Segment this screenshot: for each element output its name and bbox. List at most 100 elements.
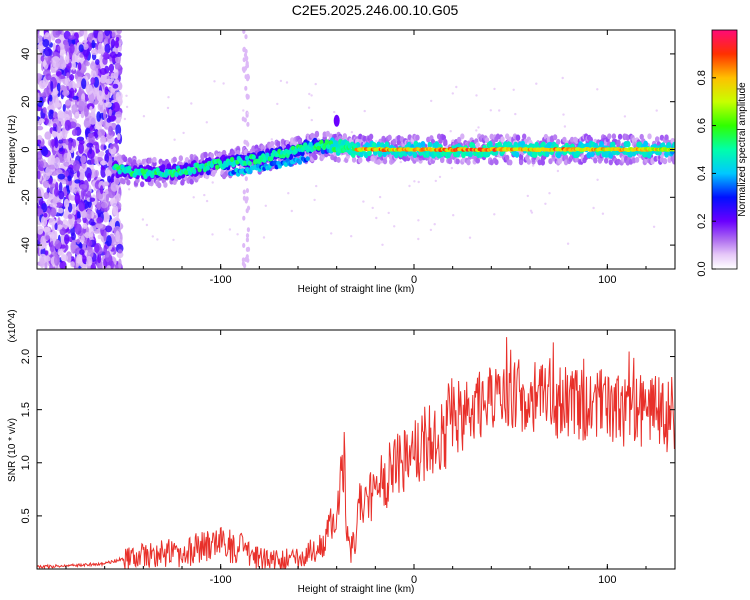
sparse-dot: [592, 206, 595, 210]
ridge-halo: [123, 156, 128, 163]
sparse-dot: [493, 213, 496, 216]
ridge-halo: [569, 136, 575, 143]
noise-blob: [95, 142, 100, 152]
sparse-dot: [246, 112, 250, 115]
sparse-dot: [493, 87, 496, 91]
sparse-dot: [417, 180, 420, 184]
ridge-halo: [557, 158, 562, 165]
noise-blob: [76, 170, 80, 178]
noise-blob: [90, 62, 97, 70]
snr-line-data: [37, 337, 675, 569]
noise-blob: [95, 59, 100, 65]
noise-blob: [97, 128, 106, 138]
ridge-halo: [616, 139, 621, 146]
sparse-dot: [173, 138, 176, 141]
noise-blob: [71, 60, 76, 71]
noise-blob: [90, 77, 95, 85]
colorbar: 0.0 0.2 0.4 0.6 0.8 Normalized spectral ampli…: [696, 29, 748, 277]
ridge-halo: [115, 178, 120, 185]
x-tick-label: 0: [411, 274, 417, 286]
noise-blob: [86, 172, 92, 182]
ridge-core: [174, 171, 179, 177]
streak-blob: [246, 76, 250, 82]
noise-blob: [37, 54, 42, 64]
ridge-halo: [556, 138, 561, 145]
colorbar-label: Normalized spectral amplitude: [737, 82, 748, 217]
spectrogram-x-axis-title: Height of straight line (km): [298, 284, 415, 295]
ridge-halo: [126, 179, 131, 186]
ridge-halo: [457, 136, 462, 143]
ridge-halo: [604, 157, 609, 164]
noise-blob: [91, 48, 99, 56]
sparse-dot: [375, 216, 378, 220]
noise-blob: [85, 61, 90, 67]
noise-blob: [42, 180, 51, 189]
sparse-dot: [378, 195, 382, 199]
noise-blob: [103, 145, 107, 150]
noise-blob: [97, 42, 103, 54]
streak-blob: [245, 254, 249, 260]
ridge-halo: [203, 151, 208, 158]
y-tick-label: 0: [20, 146, 32, 152]
ridge-halo: [455, 158, 460, 165]
noise-blob: [100, 201, 108, 209]
ridge-band: [533, 151, 538, 158]
y-tick-label: -40: [20, 237, 32, 253]
noise-blob: [56, 82, 61, 92]
sparse-dot: [276, 102, 279, 106]
streak-blob: [242, 243, 246, 248]
sparse-dot: [363, 109, 366, 113]
noise-blob: [52, 42, 56, 51]
noise-blob: [109, 115, 117, 121]
ridge-halo: [297, 138, 303, 145]
streak-blob: [241, 116, 245, 122]
ridge-halo: [537, 159, 542, 166]
sparse-dot: [417, 237, 420, 241]
ridge-band: [672, 141, 675, 149]
snr-frame: [36, 329, 676, 570]
ridge-core: [316, 145, 321, 151]
sparse-dot: [475, 129, 478, 132]
noise-blob: [89, 197, 96, 202]
noise-blob: [78, 44, 84, 53]
noise-blob: [90, 221, 96, 226]
noise-blob: [52, 196, 58, 205]
noise-blob: [95, 223, 104, 229]
noise-blob: [97, 30, 104, 43]
streak-blob: [245, 233, 250, 239]
sparse-dot: [315, 184, 318, 188]
sparse-dot: [128, 188, 131, 191]
streak-blob: [242, 47, 246, 53]
sparse-dot: [371, 206, 374, 210]
noise-blob: [65, 99, 72, 106]
ridge-band: [412, 151, 418, 158]
sparse-dot: [438, 175, 442, 179]
sparse-dot: [236, 233, 239, 236]
noise-blob: [57, 224, 63, 230]
sparse-dot: [270, 138, 273, 141]
noise-blob: [79, 184, 88, 190]
sparse-dot: [125, 105, 129, 109]
colorbar-tick-label: 0.4: [696, 166, 708, 181]
streak-blob: [246, 121, 250, 127]
x-tick-label: 100: [598, 274, 616, 286]
noise-blob: [108, 63, 115, 72]
y-tick-label: 2.0: [20, 349, 32, 364]
y-tick-label: 40: [20, 48, 32, 60]
noise-blob: [58, 75, 66, 80]
sparse-dot: [434, 179, 437, 183]
noise-blob: [82, 222, 88, 229]
ridge-halo: [563, 154, 569, 161]
sparse-dot: [310, 94, 313, 97]
sparse-dot: [151, 235, 154, 238]
sparse-dot: [166, 106, 170, 110]
noise-blob: [69, 43, 75, 54]
sparse-dot: [156, 238, 159, 241]
noise-blob: [103, 51, 109, 61]
noise-blob: [104, 250, 111, 263]
noise-blob: [38, 118, 45, 123]
noise-blob: [37, 139, 42, 145]
spectrogram-axes: -100 0 100 -40 -20 0 20 40 Height of straight li…: [7, 29, 676, 295]
noise-blob: [112, 83, 119, 89]
ridge-halo: [466, 159, 471, 166]
